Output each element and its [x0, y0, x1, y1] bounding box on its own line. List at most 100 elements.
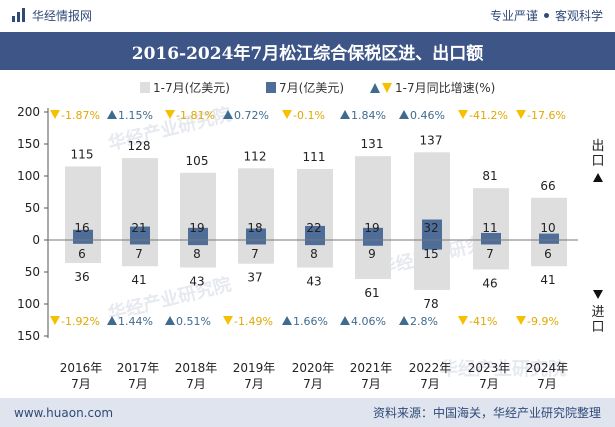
growth-import-up-icon	[282, 316, 292, 325]
import-arrow-down-icon	[593, 290, 603, 299]
label-cum-export: 81	[482, 169, 497, 183]
growth-export-label: 1.84%	[351, 109, 386, 122]
bar-month-export	[539, 233, 559, 240]
label-month-import: 6	[78, 247, 86, 261]
growth-import-label: 4.06%	[351, 315, 386, 328]
bar-month-import	[188, 240, 208, 246]
chart-title: 2016-2024年7月松江综合保税区进、出口额	[131, 43, 484, 64]
label-cum-import: 41	[131, 273, 146, 287]
bar-cum-export	[65, 166, 101, 240]
footer: www.huaon.com 资料来源：中国海关，华经产业研究院整理	[0, 398, 615, 427]
label-month-export: 32	[423, 221, 438, 235]
x-tick-label-year: 2024年	[526, 361, 569, 375]
label-cum-export: 105	[186, 154, 209, 168]
brand[interactable]: 华经情报网	[12, 7, 92, 24]
y-tick-label: 50	[25, 201, 40, 215]
label-cum-export: 111	[303, 150, 326, 164]
growth-export-up-icon	[399, 110, 409, 119]
bar-month-export	[363, 227, 383, 240]
bar-month-import	[130, 240, 150, 245]
growth-import-label: 2.8%	[410, 315, 438, 328]
side-label-import-char: 进	[591, 305, 604, 320]
side-label-import-char: 口	[591, 320, 604, 335]
label-month-import: 9	[368, 247, 376, 261]
growth-import-label: -1.92%	[61, 315, 100, 328]
label-month-export: 11	[482, 221, 497, 235]
legend-label-2: 1-7月同比增速(%)	[395, 81, 495, 95]
bar-month-import	[305, 240, 325, 246]
bar-month-import	[422, 240, 442, 250]
x-tick-label-year: 2020年	[292, 361, 335, 375]
bar-month-import	[73, 240, 93, 244]
x-tick-label-year: 2017年	[117, 361, 160, 375]
legend-label-0: 1-7月(亿美元)	[153, 80, 230, 95]
bar-cum-import	[355, 240, 391, 280]
label-cum-export: 66	[540, 179, 555, 193]
slogan-left: 专业严谨	[489, 8, 538, 23]
bar-month-import	[363, 240, 383, 246]
growth-import-label: -9.9%	[527, 315, 559, 328]
x-tick-label-year: 2016年	[60, 361, 103, 375]
growth-import-up-icon	[107, 316, 117, 325]
growth-import-label: 0.51%	[176, 315, 211, 328]
bar-month-export	[73, 229, 93, 240]
bar-month-export	[305, 225, 325, 240]
label-cum-import: 61	[364, 286, 379, 300]
label-cum-export: 131	[361, 137, 384, 151]
x-tick-label-month: 7月	[361, 377, 381, 391]
y-tick-label: 0	[32, 233, 40, 247]
label-month-import: 7	[135, 247, 143, 261]
footer-website[interactable]: www.huaon.com	[14, 405, 114, 420]
x-tick-label-month: 7月	[71, 377, 91, 391]
growth-export-label: 0.72%	[234, 109, 269, 122]
label-month-export: 22	[306, 221, 321, 235]
growth-export-down-icon	[516, 110, 526, 119]
chart: 华经产业研究院华经产业研究院华经产业研究院华经产业研究院1-7月(亿美元)7月(…	[17, 80, 604, 391]
side-label-export-char: 口	[591, 154, 604, 169]
brand-name: 华经情报网	[32, 8, 93, 23]
label-month-import: 8	[310, 247, 318, 261]
legend-down-triangle-icon	[382, 83, 392, 93]
label-cum-import: 46	[482, 276, 497, 290]
y-tick-label: 150	[17, 329, 40, 343]
x-tick-label-month: 7月	[244, 377, 264, 391]
logo-icon	[12, 8, 25, 22]
y-tick-label: 100	[17, 297, 40, 311]
watermark: 华经产业研究院	[440, 358, 566, 380]
x-tick-label-month: 7月	[186, 377, 206, 391]
label-month-export: 19	[364, 221, 379, 235]
growth-import-down-icon	[516, 316, 526, 325]
legend-up-triangle-icon	[370, 83, 380, 93]
growth-import-down-icon	[223, 316, 233, 325]
growth-export-label: 0.46%	[410, 109, 445, 122]
x-tick-label-month: 7月	[303, 377, 323, 391]
bar-cum-import	[531, 240, 567, 267]
legend-swatch-1	[266, 82, 276, 93]
x-tick-label-year: 2018年	[175, 361, 218, 375]
growth-export-label: 1.15%	[118, 109, 153, 122]
chart-title-bar: 2016-2024年7月松江综合保税区进、出口额	[0, 32, 615, 70]
bar-month-export	[481, 232, 501, 240]
bar-month-import	[539, 240, 559, 244]
label-month-import: 6	[544, 247, 552, 261]
label-month-export: 21	[131, 221, 146, 235]
label-cum-import: 36	[74, 270, 89, 284]
growth-export-up-icon	[223, 110, 233, 119]
growth-import-up-icon	[340, 316, 350, 325]
label-cum-export: 112	[244, 149, 267, 163]
growth-export-label: -41.2%	[469, 109, 508, 122]
separator-dot-icon	[543, 12, 549, 18]
label-cum-import: 43	[189, 275, 204, 289]
bar-cum-import	[65, 240, 101, 264]
growth-export-down-icon	[165, 110, 175, 119]
growth-import-down-icon	[50, 316, 60, 325]
bar-month-export	[188, 227, 208, 240]
footer-source: 资料来源：中国海关，华经产业研究院整理	[372, 406, 601, 420]
bar-month-export	[130, 226, 150, 240]
bar-month-export	[422, 219, 442, 240]
growth-export-down-icon	[50, 110, 60, 119]
growth-import-label: -1.49%	[234, 315, 273, 328]
x-tick-label-month: 7月	[420, 377, 440, 391]
bar-cum-export	[531, 197, 567, 240]
x-tick-label-year: 2021年	[350, 361, 393, 375]
